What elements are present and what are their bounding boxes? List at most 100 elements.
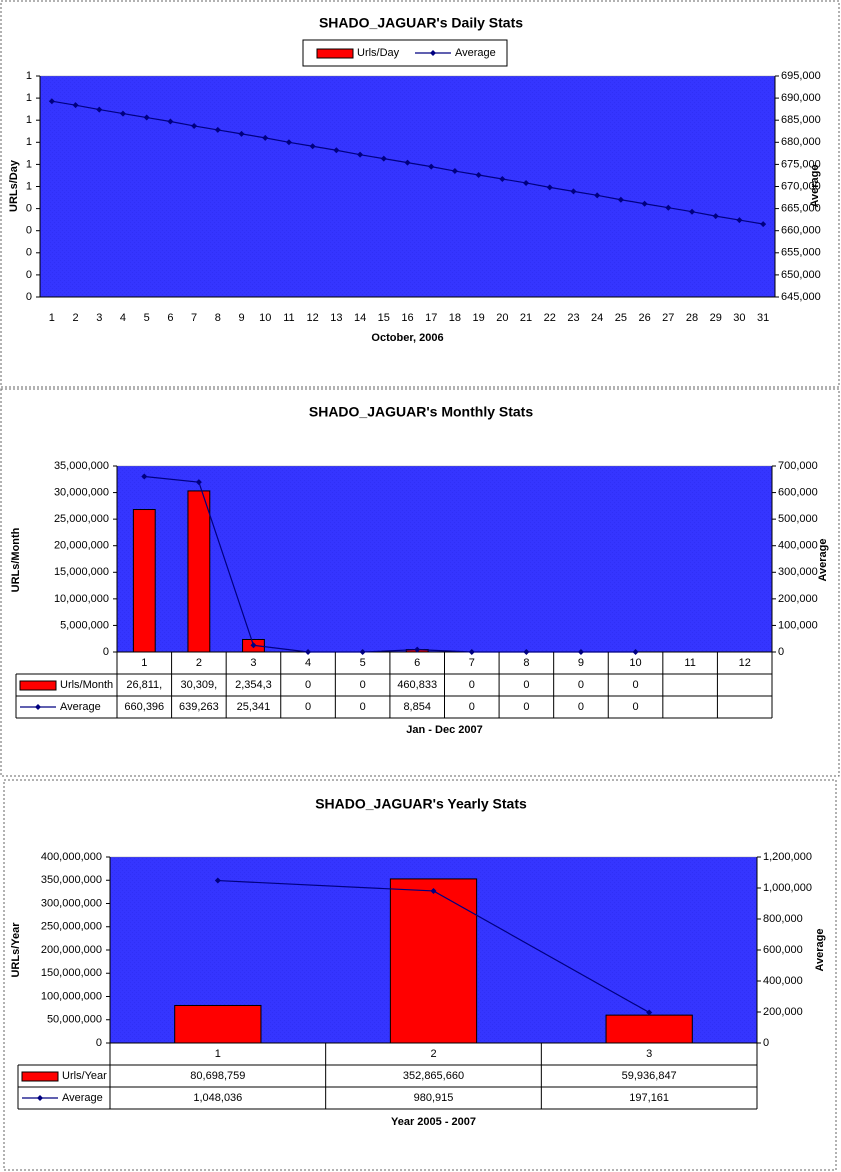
line-marker bbox=[689, 208, 696, 215]
y2-tick-label: 660,000 bbox=[781, 225, 821, 237]
x-tick-label: 25 bbox=[615, 312, 627, 324]
legend-label: Average bbox=[60, 701, 101, 713]
x-tick-label: 1 bbox=[215, 1048, 221, 1060]
table-cell: 0 bbox=[578, 679, 584, 691]
y-tick-label: 1 bbox=[26, 136, 32, 148]
x-tick-label: 27 bbox=[662, 312, 674, 324]
x-tick-label: 24 bbox=[591, 312, 603, 324]
panel bbox=[0, 388, 840, 777]
table-cell: 0 bbox=[305, 701, 311, 713]
table-cell: 8,854 bbox=[403, 701, 431, 713]
line-marker bbox=[119, 110, 126, 117]
x-tick-label: 1 bbox=[141, 657, 147, 669]
y-tick-label: 25,000,000 bbox=[54, 513, 109, 525]
table-cell: 1,048,036 bbox=[193, 1092, 242, 1104]
y-tick-label: 15,000,000 bbox=[54, 566, 109, 578]
x-tick-label: 30 bbox=[733, 312, 745, 324]
table-cell: 0 bbox=[632, 679, 638, 691]
x-tick-label: 3 bbox=[646, 1048, 652, 1060]
x-tick-label: 17 bbox=[425, 312, 437, 324]
y2-tick-label: 645,000 bbox=[781, 291, 821, 303]
line-marker bbox=[191, 122, 198, 129]
x-tick-label: 8 bbox=[215, 312, 221, 324]
y-tick-label: 0 bbox=[96, 1037, 102, 1049]
y2-tick-label: 695,000 bbox=[781, 70, 821, 82]
line-marker bbox=[305, 649, 312, 655]
line-marker bbox=[760, 221, 767, 228]
x-tick-label: 2 bbox=[430, 1048, 436, 1060]
line-marker bbox=[570, 188, 577, 195]
legend-label: Urls/Year bbox=[62, 1070, 107, 1082]
line-marker bbox=[141, 473, 148, 480]
panel bbox=[3, 779, 837, 1171]
line-marker bbox=[712, 213, 719, 220]
line-marker bbox=[250, 642, 257, 649]
line-marker bbox=[380, 155, 387, 162]
table-cell: 639,263 bbox=[179, 701, 219, 713]
y-tick-label: 1 bbox=[26, 70, 32, 82]
x-tick-label: 15 bbox=[378, 312, 390, 324]
line-marker bbox=[617, 196, 624, 203]
chart-title: SHADO_JAGUAR's Yearly Stats bbox=[315, 796, 527, 812]
table-cell: 0 bbox=[360, 701, 366, 713]
line-marker bbox=[143, 114, 150, 121]
plot-texture bbox=[116, 465, 773, 653]
line-marker bbox=[577, 649, 584, 655]
x-tick-label: 31 bbox=[757, 312, 769, 324]
line-marker bbox=[167, 118, 174, 125]
x-tick-label: 22 bbox=[544, 312, 556, 324]
table-cell: 197,161 bbox=[629, 1092, 669, 1104]
legend-label: Urls/Day bbox=[357, 47, 400, 59]
table-cell: 0 bbox=[578, 701, 584, 713]
y2-tick-label: 800,000 bbox=[763, 913, 803, 925]
chart-title: SHADO_JAGUAR's Monthly Stats bbox=[309, 404, 533, 420]
y-axis-title: URLs/Day bbox=[8, 159, 20, 212]
y-tick-label: 250,000,000 bbox=[41, 921, 102, 933]
x-tick-label: 5 bbox=[144, 312, 150, 324]
table-cell: 80,698,759 bbox=[190, 1070, 245, 1082]
y2-tick-label: 1,200,000 bbox=[763, 851, 812, 863]
line-marker bbox=[546, 184, 553, 191]
line-marker bbox=[309, 143, 316, 150]
table-cell: 0 bbox=[523, 701, 529, 713]
line-marker bbox=[430, 887, 437, 894]
table-cell: 460,833 bbox=[397, 679, 437, 691]
y2-tick-label: 400,000 bbox=[763, 975, 803, 987]
line-marker bbox=[404, 159, 411, 166]
table-cell: 2,354,3 bbox=[235, 679, 272, 691]
line-marker bbox=[72, 102, 79, 109]
line-marker bbox=[262, 134, 269, 141]
plot-texture bbox=[39, 75, 776, 298]
x-tick-label: 26 bbox=[638, 312, 650, 324]
y2-tick-label: 0 bbox=[778, 646, 784, 658]
x-tick-label: 19 bbox=[473, 312, 485, 324]
line-marker bbox=[665, 204, 672, 211]
legend-label: Average bbox=[62, 1092, 103, 1104]
table-cell: 26,811, bbox=[126, 679, 162, 691]
y-tick-label: 30,000,000 bbox=[54, 486, 109, 498]
x-tick-label: 20 bbox=[496, 312, 508, 324]
x-tick-label: 2 bbox=[196, 657, 202, 669]
x-tick-label: 21 bbox=[520, 312, 532, 324]
table-cell: 0 bbox=[632, 701, 638, 713]
x-tick-label: 6 bbox=[414, 657, 420, 669]
x-tick-label: 18 bbox=[449, 312, 461, 324]
y-tick-label: 150,000,000 bbox=[41, 967, 102, 979]
y2-tick-label: 650,000 bbox=[781, 269, 821, 281]
y2-tick-label: 200,000 bbox=[778, 593, 818, 605]
line-marker bbox=[594, 192, 601, 199]
line-marker bbox=[357, 151, 364, 158]
x-tick-label: 1 bbox=[49, 312, 55, 324]
x-tick-label: 11 bbox=[283, 312, 294, 324]
line-marker bbox=[414, 646, 421, 653]
chart-title: SHADO_JAGUAR's Daily Stats bbox=[319, 15, 523, 31]
y2-tick-label: 690,000 bbox=[781, 92, 821, 104]
x-tick-label: 23 bbox=[567, 312, 579, 324]
y-tick-label: 1 bbox=[26, 92, 32, 104]
x-axis-title: Jan - Dec 2007 bbox=[406, 724, 482, 736]
x-tick-label: 4 bbox=[120, 312, 126, 324]
y-tick-label: 1 bbox=[26, 158, 32, 170]
x-tick-label: 10 bbox=[259, 312, 271, 324]
y2-tick-label: 200,000 bbox=[763, 1006, 803, 1018]
y-tick-label: 0 bbox=[103, 646, 109, 658]
